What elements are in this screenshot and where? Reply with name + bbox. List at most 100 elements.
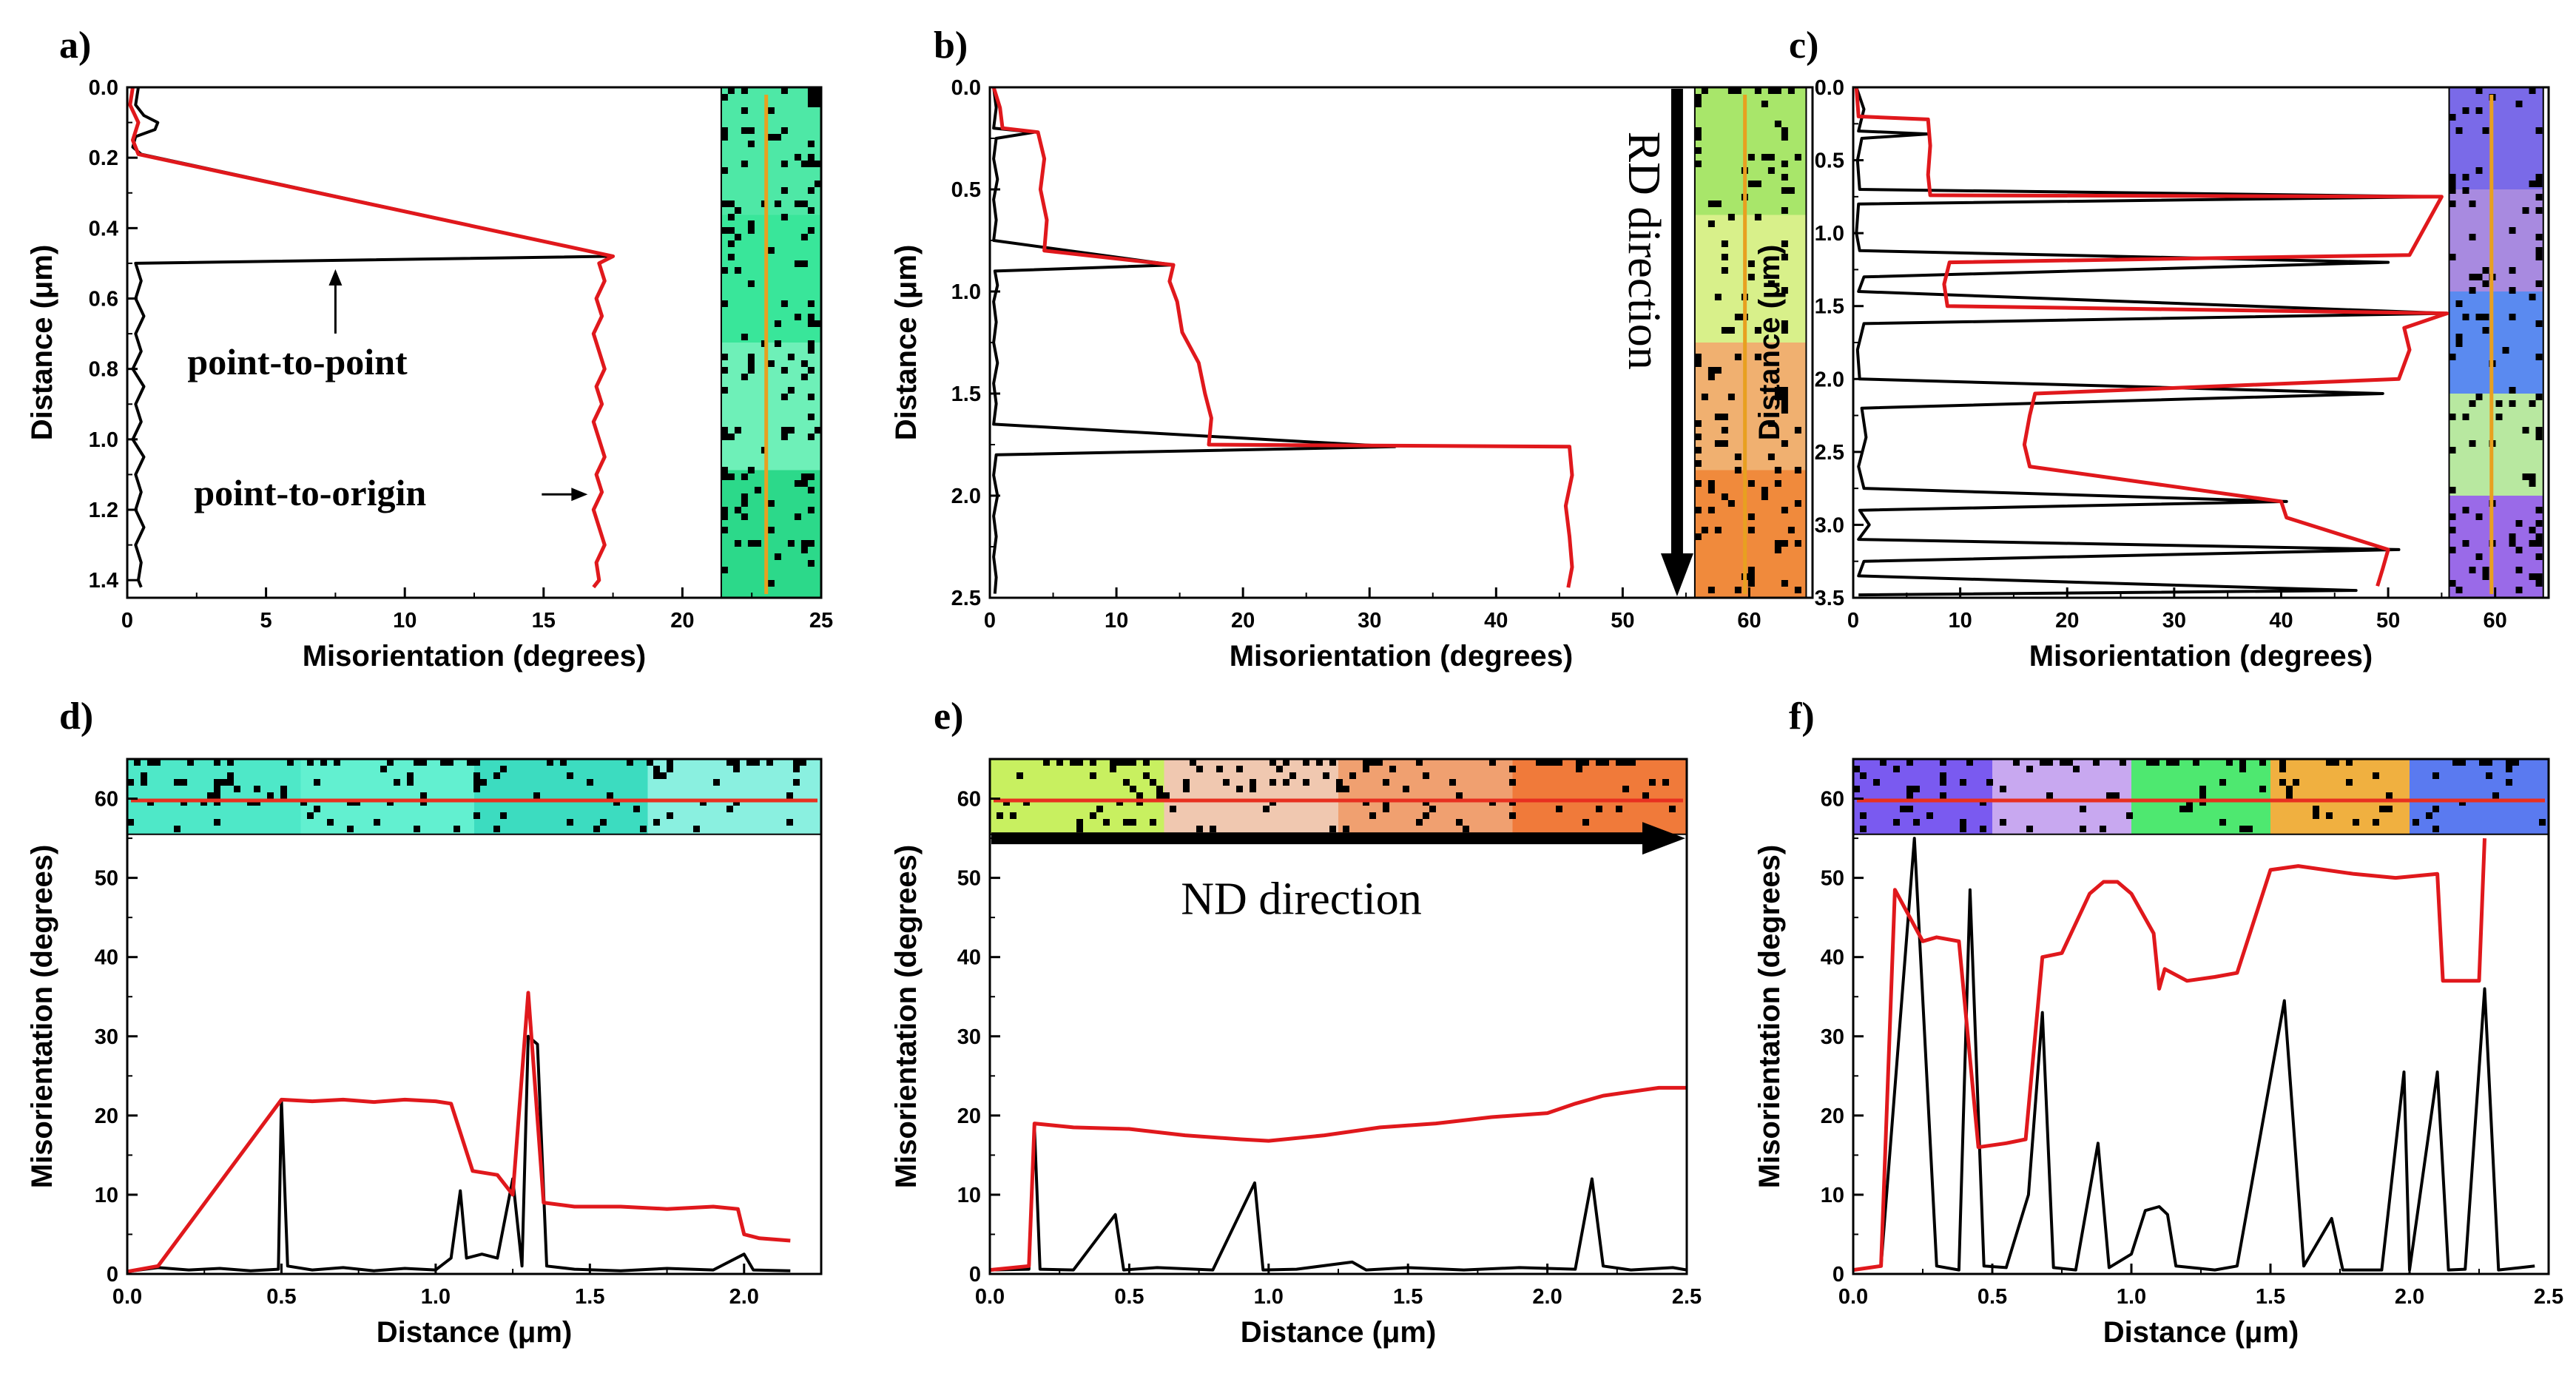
panel-f: 0.0 0.5 1.0 1.5 2.0 2.5 0 10 20 30 40 50 60 Distance … <box>1753 695 2563 1349</box>
annotation-arrowhead <box>571 488 588 502</box>
x-tick-label: 10 <box>393 609 417 633</box>
x-axis-label: Distance (μm) <box>2103 1316 2299 1349</box>
y-tick-label: 0.0 <box>89 76 118 100</box>
y-axis-label: Distance (μm) <box>890 245 923 441</box>
y-tick-label: 1.2 <box>89 499 118 522</box>
series-point-to-origin-line <box>1852 838 2486 1272</box>
y-tick-label: 10 <box>957 1184 981 1207</box>
panel-d: 0.0 0.5 1.0 1.5 2.0 0 10 20 30 40 50 60 Distance (μm… <box>26 695 823 1349</box>
y-tick-label: 50 <box>95 867 118 891</box>
y-tick-label: 1.0 <box>951 280 981 304</box>
y-axis-label: Distance (μm) <box>1753 245 1786 441</box>
axes: 0.0 0.5 1.0 1.5 2.0 2.5 0 10 20 30 40 50 60 <box>957 788 1702 1309</box>
x-tick-label: 30 <box>2162 609 2186 633</box>
inset-grain <box>1694 343 1807 471</box>
x-tick-label: 2.5 <box>1672 1285 1702 1309</box>
x-tick-label: 1.0 <box>2117 1285 2146 1309</box>
x-tick-label: 0.5 <box>266 1285 296 1309</box>
x-tick-label: 20 <box>670 609 694 633</box>
series-point-to-point-line <box>1852 837 2535 1272</box>
series-point-to-origin-line <box>1854 87 2449 587</box>
panel-c: 0 10 20 30 40 50 60 0.0 0.5 1.0 1.5 2.0 2.5 3.0 3.5 Mis… <box>1753 24 2550 672</box>
plot-frame <box>126 758 823 1275</box>
x-axis-label: Distance (μm) <box>377 1316 573 1349</box>
y-tick-label: 20 <box>95 1105 118 1128</box>
x-tick-label: 0.5 <box>1977 1285 2007 1309</box>
x-tick-label: 30 <box>1358 609 1381 633</box>
y-tick-label: 30 <box>1821 1025 1844 1049</box>
inset-grain <box>1694 87 1807 216</box>
plot-frame <box>1852 86 2550 599</box>
y-tick-label: 1.0 <box>1815 222 1844 246</box>
x-tick-label: 2.0 <box>2395 1285 2424 1309</box>
plot-frame <box>1852 758 2550 1275</box>
y-tick-label: 40 <box>95 946 118 970</box>
x-tick-label: 50 <box>1611 609 1634 633</box>
x-tick-label: 60 <box>1737 609 1761 633</box>
annotation-nd-direction: ND direction <box>1181 874 1421 924</box>
y-tick-label: 0.2 <box>89 146 118 170</box>
panel-letter: b) <box>934 24 968 67</box>
ebsd-map-inset <box>989 758 1687 835</box>
y-axis-label: Misorientation (degrees) <box>26 845 58 1189</box>
y-tick-label: 40 <box>957 946 981 970</box>
y-tick-label: 10 <box>95 1184 118 1207</box>
y-tick-label: 0 <box>107 1263 118 1287</box>
ebsd-map-inset <box>1693 87 1807 599</box>
panel-e: 0.0 0.5 1.0 1.5 2.0 2.5 0 10 20 30 40 50 60 Distance … <box>890 695 1702 1349</box>
x-tick-label: 1.0 <box>1254 1285 1284 1309</box>
series-point-to-point-line <box>989 1125 1687 1272</box>
x-tick-label: 2.5 <box>2534 1285 2563 1309</box>
x-tick-label: 0.5 <box>1114 1285 1144 1309</box>
y-tick-label: 0 <box>1832 1263 1844 1287</box>
y-tick-label: 1.5 <box>951 382 981 406</box>
panel-a: 0 5 10 15 20 25 0.0 0.2 0.4 0.6 0.8 1.0 1.2 1.4 Misori… <box>26 24 833 672</box>
y-tick-label: 60 <box>95 788 118 812</box>
plot-frame <box>988 86 1814 599</box>
y-tick-label: 40 <box>1821 946 1844 970</box>
panel-b: 0 10 20 30 40 50 60 0.0 0.5 1.0 1.5 2.0 2.5 Misorient… <box>890 24 1814 672</box>
inset-grain <box>300 759 475 835</box>
y-axis-label: Misorientation (degrees) <box>890 845 923 1189</box>
inset-grain <box>2410 759 2549 835</box>
panel-letter: f) <box>1789 695 1815 738</box>
inset-grain <box>1164 759 1339 835</box>
y-axis-label: Misorientation (degrees) <box>1753 845 1786 1189</box>
y-tick-label: 50 <box>1821 867 1844 891</box>
y-tick-label: 0.0 <box>1815 76 1844 100</box>
y-tick-label: 1.0 <box>89 428 118 452</box>
x-tick-label: 0 <box>121 609 133 633</box>
inset-speckle <box>2449 87 2543 593</box>
y-tick-label: 2.5 <box>951 587 981 610</box>
y-tick-label: 60 <box>1821 788 1844 812</box>
panel-letter: e) <box>934 695 963 738</box>
y-tick-label: 2.0 <box>951 485 981 508</box>
ebsd-map-inset <box>127 758 822 835</box>
x-tick-label: 0 <box>984 609 996 633</box>
y-tick-label: 3.5 <box>1815 587 1844 610</box>
x-tick-label: 15 <box>532 609 556 633</box>
x-tick-label: 10 <box>1105 609 1128 633</box>
y-tick-label: 0.4 <box>89 217 118 240</box>
inset-grain <box>2449 291 2543 394</box>
x-tick-label: 10 <box>1948 609 1972 633</box>
x-tick-label: 40 <box>1484 609 1508 633</box>
y-tick-label: 0.0 <box>951 76 981 100</box>
x-axis-label: Misorientation (degrees) <box>2029 640 2373 672</box>
x-tick-label: 20 <box>2055 609 2079 633</box>
y-tick-label: 2.0 <box>1815 368 1844 391</box>
series-point-to-origin-line <box>128 87 616 589</box>
plot-frame <box>126 86 823 599</box>
x-tick-label: 50 <box>2376 609 2400 633</box>
x-tick-label: 20 <box>1231 609 1255 633</box>
y-tick-label: 2.5 <box>1815 441 1844 465</box>
y-tick-label: 0.8 <box>89 358 118 382</box>
x-tick-label: 40 <box>2269 609 2293 633</box>
axes: 0.0 0.5 1.0 1.5 2.0 2.5 0 10 20 30 40 50 60 <box>1821 788 2563 1309</box>
annotation-rd-direction: RD direction <box>1619 132 1669 370</box>
x-tick-label: 1.5 <box>2256 1285 2285 1309</box>
series-point-to-origin-line <box>127 991 791 1274</box>
y-tick-label: 1.4 <box>89 569 118 593</box>
x-tick-label: 2.0 <box>1532 1285 1562 1309</box>
